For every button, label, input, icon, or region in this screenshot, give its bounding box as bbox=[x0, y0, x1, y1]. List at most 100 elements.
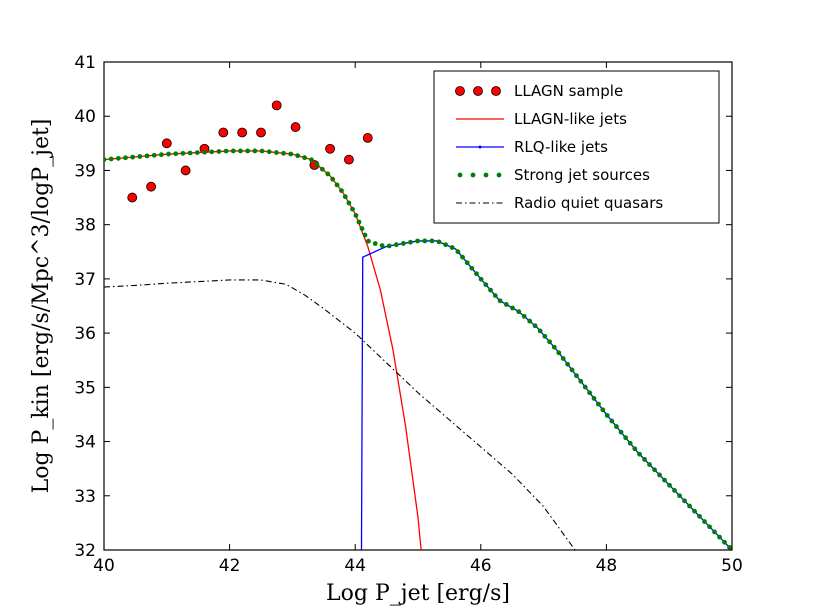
strong-jet-dot bbox=[372, 241, 378, 246]
legend-item: Strong jet sources bbox=[457, 166, 650, 184]
strong-jet-dot bbox=[609, 418, 615, 424]
strong-jet-dot bbox=[281, 150, 286, 156]
strong-jet-dot bbox=[565, 361, 571, 367]
strong-jet-dot bbox=[582, 384, 588, 390]
strong-jet-dot bbox=[422, 238, 428, 244]
strong-jet-dot bbox=[614, 424, 619, 429]
y-tick-label: 39 bbox=[74, 161, 96, 181]
strong-jet-dot bbox=[319, 166, 325, 172]
strong-jet-dot bbox=[722, 539, 727, 545]
strong-jet-dot bbox=[443, 242, 449, 248]
legend-marker bbox=[457, 172, 463, 178]
y-tick-label: 36 bbox=[74, 324, 96, 344]
legend-item: RLQ-like jets bbox=[456, 138, 608, 156]
legend-marker bbox=[491, 86, 501, 96]
strong-jet-dot bbox=[556, 350, 562, 356]
strong-jet-dot bbox=[288, 151, 294, 157]
x-tick-label: 40 bbox=[93, 556, 115, 576]
strong-jet-dot bbox=[104, 157, 107, 162]
y-tick-label: 40 bbox=[74, 107, 96, 127]
strong-jet-dot bbox=[334, 182, 340, 188]
ticks-layer: 40 42 44 46 48 50 32 33 34 35 36 37 38 39 40 41 bbox=[74, 53, 742, 576]
strong-jet-dot bbox=[216, 149, 222, 154]
strong-jet-dot bbox=[727, 545, 732, 550]
y-tick-label: 38 bbox=[74, 216, 96, 236]
legend-marker bbox=[496, 172, 502, 178]
strong-jet-dot bbox=[717, 534, 722, 540]
strong-jet-dot bbox=[173, 151, 179, 157]
llagn-point bbox=[325, 143, 335, 154]
legend-marker-dot bbox=[478, 145, 482, 149]
strong-jet-dot bbox=[647, 462, 652, 467]
strong-jet-dot bbox=[587, 390, 593, 396]
strong-jet-dot bbox=[202, 149, 207, 155]
strong-jet-dot bbox=[667, 482, 672, 488]
series-llagn-sample bbox=[127, 100, 373, 203]
strong-jet-dot bbox=[632, 446, 638, 452]
strong-jet-dot bbox=[330, 176, 336, 182]
strong-jet-dot bbox=[180, 150, 186, 156]
strong-jet-dot bbox=[436, 239, 442, 245]
strong-jet-dot bbox=[569, 367, 575, 373]
strong-jet-dot bbox=[252, 148, 258, 154]
strong-jet-dot bbox=[238, 148, 243, 154]
strong-jet-dot bbox=[637, 451, 642, 457]
strong-jet-dot bbox=[488, 287, 493, 293]
strong-jet-dot bbox=[325, 171, 331, 177]
strong-jet-dot bbox=[108, 156, 114, 162]
strong-jet-dot bbox=[366, 238, 371, 244]
strong-jet-dot bbox=[532, 323, 538, 329]
series-line bbox=[104, 150, 422, 550]
strong-jet-dot bbox=[339, 188, 344, 194]
strong-jet-dot bbox=[346, 200, 352, 206]
llagn-point bbox=[161, 138, 172, 149]
legend-item: LLAGN sample bbox=[455, 82, 623, 100]
legend-box bbox=[433, 70, 720, 224]
strong-jet-dot bbox=[302, 155, 308, 161]
strong-jet-dot bbox=[350, 206, 355, 212]
strong-jet-dot bbox=[401, 241, 406, 246]
strong-jet-dot bbox=[618, 429, 624, 435]
strong-jet-dot bbox=[687, 503, 692, 509]
strong-jet-dot bbox=[474, 271, 479, 277]
llagn-point bbox=[180, 165, 191, 176]
strong-jet-dot bbox=[359, 226, 365, 231]
strong-jet-dot bbox=[408, 239, 413, 245]
strong-jet-dot bbox=[194, 150, 200, 155]
legend-label: LLAGN-like jets bbox=[514, 110, 627, 128]
y-tick-label: 41 bbox=[74, 53, 96, 73]
series-radio-quiet-quasars bbox=[104, 279, 576, 550]
strong-jet-dot bbox=[393, 242, 399, 248]
x-tick-label: 48 bbox=[596, 556, 618, 576]
strong-jet-dot bbox=[158, 152, 164, 158]
strong-jet-dot bbox=[379, 243, 385, 248]
legend-marker bbox=[473, 86, 483, 96]
strong-jet-dot bbox=[455, 249, 461, 255]
series-line bbox=[104, 279, 576, 550]
strong-jet-dot bbox=[245, 148, 251, 154]
strong-jet-dot bbox=[596, 401, 601, 407]
legend-label: Strong jet sources bbox=[514, 166, 650, 184]
strong-jet-dot bbox=[692, 508, 697, 514]
x-tick-label: 50 bbox=[721, 556, 743, 576]
y-tick-label: 34 bbox=[74, 433, 96, 453]
llagn-point bbox=[218, 127, 229, 138]
x-tick-label: 42 bbox=[219, 556, 241, 576]
legend: LLAGN sample LLAGN-like jets RLQ-like jets… bbox=[433, 70, 720, 224]
x-tick-label: 44 bbox=[344, 556, 366, 576]
legend-label: Radio quiet quasars bbox=[514, 194, 663, 212]
strong-jet-dot bbox=[707, 524, 712, 530]
strong-jet-dot bbox=[551, 344, 557, 350]
strong-jet-dot bbox=[702, 519, 707, 524]
strong-jet-dot bbox=[600, 407, 606, 413]
legend-marker bbox=[470, 172, 476, 178]
x-tick-label: 46 bbox=[470, 556, 492, 576]
x-axis-label: Log P_jet [erg/s] bbox=[326, 581, 510, 606]
strong-jet-dot bbox=[266, 149, 272, 155]
strong-jet-dot bbox=[672, 488, 677, 493]
strong-jet-dot bbox=[469, 265, 475, 271]
y-axis-label: Log P_kin [erg/s/Mpc^3/logP_jet] bbox=[29, 119, 54, 494]
strong-jet-dot bbox=[151, 152, 157, 158]
strong-jet-dot bbox=[677, 493, 682, 499]
strong-jet-dot bbox=[682, 498, 687, 504]
